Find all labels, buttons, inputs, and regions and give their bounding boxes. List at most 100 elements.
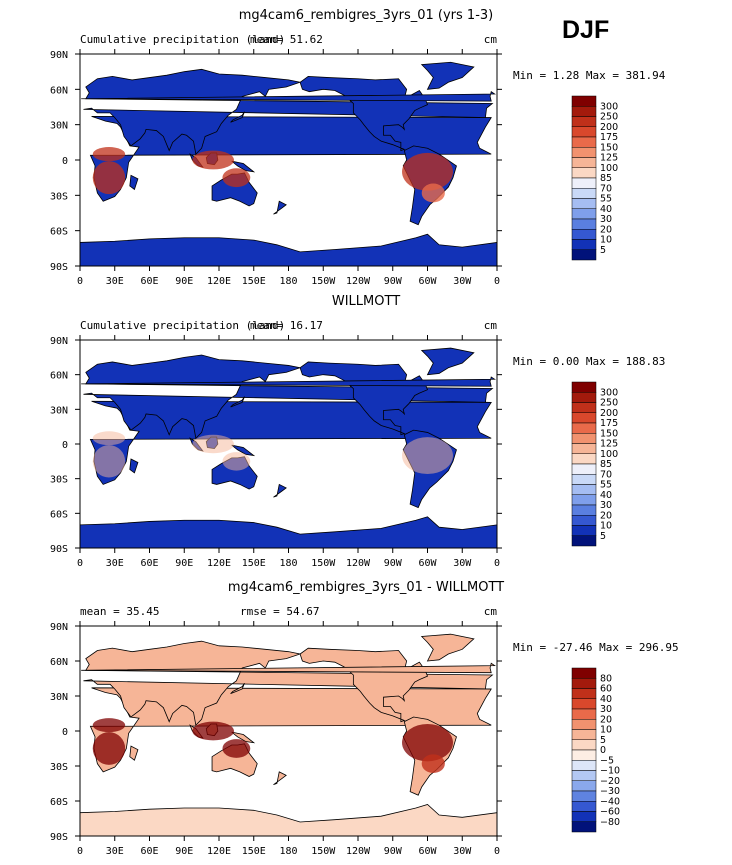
colorbar-swatch	[571, 801, 597, 812]
colorbar-swatch	[571, 708, 597, 720]
panel-mean: mean = 35.45	[80, 605, 159, 618]
x-tick-label: 180	[279, 846, 297, 857]
colorbar-swatch	[571, 463, 597, 475]
season-label: DJF	[562, 16, 610, 44]
continent-outline	[420, 61, 475, 90]
continent-outline	[129, 745, 139, 761]
x-tick-label: 60W	[418, 558, 437, 569]
colorbar-swatch	[571, 790, 597, 802]
precip-field	[192, 150, 235, 170]
colorbar-swatch	[571, 484, 597, 495]
precip-field	[402, 152, 453, 191]
continent-outline	[230, 396, 245, 408]
colorbar-swatch	[571, 453, 597, 465]
precip-field	[402, 437, 453, 475]
colorbar-label: 300	[600, 387, 618, 398]
x-tick-label: 60W	[418, 846, 437, 857]
colorbar-label: 150	[600, 142, 618, 153]
colorbar-swatch	[571, 422, 597, 434]
min-max: Min = 0.00 Max = 188.83	[513, 355, 665, 368]
y-tick-label: 30N	[50, 121, 68, 132]
panel-mean: mean= 16.17	[250, 319, 323, 332]
colorbar-swatch	[571, 688, 597, 699]
x-tick-label: 150W	[311, 276, 336, 287]
x-tick-label: 90W	[384, 846, 403, 857]
colorbar-swatch	[571, 136, 597, 148]
y-tick-label: 0	[62, 440, 68, 451]
x-tick-label: 60E	[140, 846, 158, 857]
colorbar-label: 125	[600, 439, 618, 450]
continent-outline	[129, 458, 139, 474]
y-tick-label: 30N	[50, 405, 68, 416]
precip-field	[421, 183, 445, 203]
colorbar-swatch	[571, 667, 597, 679]
colorbar-label: 85	[600, 173, 612, 184]
colorbar-swatch	[571, 749, 597, 761]
colorbar-label: 200	[600, 408, 618, 419]
x-tick-label: 60W	[418, 276, 437, 287]
x-tick-label: 150E	[242, 846, 266, 857]
colorbar-swatch	[571, 95, 597, 107]
colorbar-label: 10	[600, 235, 612, 246]
colorbar-label: 30	[600, 214, 612, 225]
x-tick-label: 60E	[140, 558, 158, 569]
y-tick-label: 30S	[50, 762, 68, 773]
precip-field	[402, 724, 453, 762]
colorbar-swatch	[571, 208, 597, 220]
land-layer	[80, 347, 497, 548]
x-tick-label: 180	[279, 558, 297, 569]
colorbar-label: 40	[600, 204, 612, 215]
panel-units: cm	[484, 319, 498, 332]
colorbar-label: 5	[600, 245, 606, 256]
colorbar-swatch	[571, 126, 597, 138]
x-tick-label: 0	[494, 558, 500, 569]
colorbar-label: 30	[600, 500, 612, 511]
panel-subtitle: Cumulative precipitation (land)	[80, 319, 285, 332]
colorbar-label: 85	[600, 459, 612, 470]
x-tick-label: 90E	[175, 558, 193, 569]
land-layer	[80, 633, 497, 836]
y-tick-label: 90N	[50, 622, 68, 633]
colorbar-swatch	[571, 678, 597, 689]
continent-outline	[129, 174, 139, 191]
panel-units: cm	[484, 605, 498, 618]
colorbar-label: 55	[600, 194, 612, 205]
map-panel-3: mg4cam6_rembigres_3yrs_01 - WILLMOTT mean…	[50, 580, 679, 857]
x-tick-label: 30W	[453, 846, 472, 857]
x-tick-label: 30E	[106, 558, 124, 569]
y-tick-label: 60S	[50, 797, 68, 808]
colorbar-swatch	[571, 106, 597, 117]
colorbar-swatch	[571, 433, 597, 444]
continent-outline	[273, 483, 287, 498]
colorbar-label: −80	[600, 817, 620, 828]
continent-outline	[83, 640, 494, 726]
colorbar-swatch	[571, 780, 597, 792]
x-tick-label: 0	[494, 276, 500, 287]
x-tick-label: 120E	[207, 558, 231, 569]
continent-outline	[81, 376, 496, 387]
y-tick-label: 60N	[50, 371, 68, 382]
continent-outline	[231, 731, 256, 744]
colorbar-swatch	[571, 239, 597, 250]
colorbar-swatch	[571, 821, 597, 833]
y-tick-label: 60N	[50, 85, 68, 96]
colorbar-swatch	[571, 249, 597, 261]
continent-outline	[420, 347, 475, 376]
map-panel-1: mg4cam6_rembigres_3yrs_01 (yrs 1-3) Cumul…	[50, 8, 666, 287]
x-tick-label: 0	[77, 558, 83, 569]
y-tick-label: 0	[62, 727, 68, 738]
y-tick-label: 30S	[50, 475, 68, 486]
colorbar-swatch	[571, 494, 597, 506]
y-tick-label: 60S	[50, 509, 68, 520]
min-max: Min = -27.46 Max = 296.95	[513, 641, 679, 654]
precip-field	[92, 161, 126, 195]
x-tick-label: 30W	[453, 558, 472, 569]
continent-outline	[230, 682, 245, 695]
colorbar-label: 20	[600, 714, 612, 725]
x-tick-label: 150W	[311, 846, 336, 857]
colorbar-label: 10	[600, 521, 612, 532]
colorbar-label: −40	[600, 796, 620, 807]
colorbar-label: 55	[600, 480, 612, 491]
